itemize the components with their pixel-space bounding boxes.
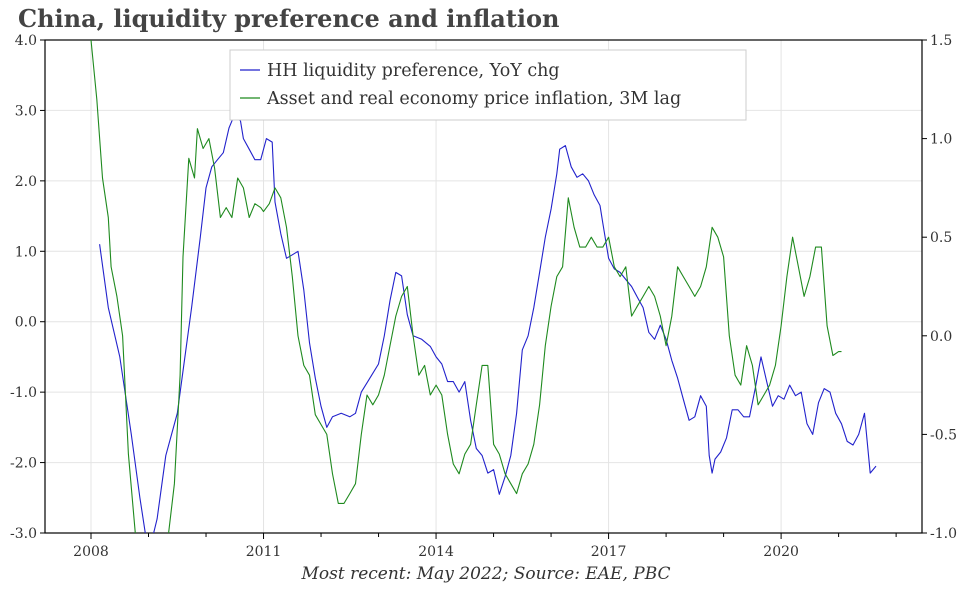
y-right-tick-label: -1.0 xyxy=(930,526,957,542)
y-right-tick-label: 0.5 xyxy=(930,230,952,246)
x-tick-label: 2008 xyxy=(73,544,109,560)
series-line-1 xyxy=(99,113,877,533)
y-left-tick-label: 2.0 xyxy=(15,174,37,190)
chart-source-note: Most recent: May 2022; Source: EAE, PBC xyxy=(301,564,671,584)
x-tick-label: 2011 xyxy=(246,544,282,560)
y-right-tick-label: 1.0 xyxy=(930,132,952,148)
y-left-tick-label: 4.0 xyxy=(15,33,37,49)
x-tick-label: 2017 xyxy=(591,544,627,560)
axes: -3.0 -2.0 -1.0 0.0 1.0 2.0 3.0 4.0 -1.0 -0.5 0.0 0.… xyxy=(10,33,957,560)
y-left-tick-label: -3.0 xyxy=(10,526,37,542)
y-right-tick-label: 1.5 xyxy=(930,33,952,49)
x-tick-label: 2020 xyxy=(763,544,799,560)
series-layer xyxy=(90,40,877,533)
y-left-tick-label: -1.0 xyxy=(10,385,37,401)
plot-frame xyxy=(44,39,923,534)
legend-label: HH liquidity preference, YoY chg xyxy=(267,61,560,81)
chart-title: China, liquidity preference and inflatio… xyxy=(18,4,560,33)
x-tick-label: 2014 xyxy=(418,544,454,560)
y-right-tick-label: 0.0 xyxy=(930,329,952,345)
y-right-tick-label: -0.5 xyxy=(930,427,957,443)
legend: HH liquidity preference, YoY chg Asset an… xyxy=(229,49,747,121)
y-left-tick-label: 0.0 xyxy=(15,315,37,331)
legend-box xyxy=(229,49,747,121)
y-left-tick-label: -2.0 xyxy=(10,456,37,472)
y-left-tick-label: 3.0 xyxy=(15,103,37,119)
series-line-2 xyxy=(90,40,842,533)
y-left-tick-label: 1.0 xyxy=(15,244,37,260)
legend-label: Asset and real economy price inflation, … xyxy=(266,89,681,109)
